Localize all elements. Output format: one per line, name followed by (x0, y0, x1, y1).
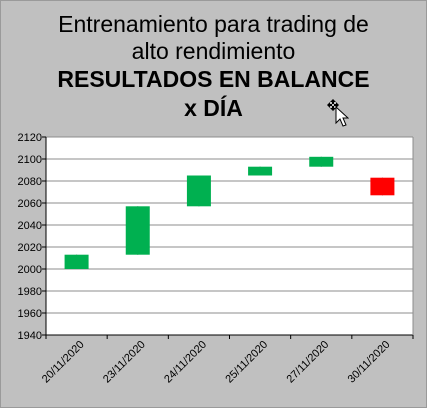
candle-body (186, 175, 211, 207)
x-tick-label: 20/11/2020 (40, 339, 87, 386)
candle-body (125, 206, 150, 255)
chart-title-line-4: x DÍA (184, 95, 243, 121)
move-cursor-icon (327, 99, 349, 127)
y-tick-label: 2000 (18, 264, 42, 276)
y-tick-label: 2080 (18, 176, 42, 188)
candle-body (64, 254, 89, 269)
plot-background (46, 137, 413, 335)
x-tick-label: 27/11/2020 (285, 339, 332, 386)
y-tick-label: 2040 (18, 220, 42, 232)
y-tick-label: 2100 (18, 154, 42, 166)
chart-title-line-1: Entrenamiento para trading de (58, 11, 369, 37)
x-tick-label: 24/11/2020 (162, 339, 209, 386)
x-tick-label: 23/11/2020 (101, 339, 148, 386)
y-tick-label: 2060 (18, 198, 42, 210)
candle-body (370, 177, 395, 196)
y-tick-label: 1940 (18, 330, 42, 342)
chart-title-line-3: RESULTADOS EN BALANCE (57, 66, 370, 92)
y-tick-label: 2120 (18, 132, 42, 144)
x-tick-label: 30/11/2020 (346, 339, 393, 386)
candle-body (309, 156, 334, 167)
candle-body (248, 166, 273, 176)
x-tick-label: 25/11/2020 (223, 339, 270, 386)
chart-title-line-2: alto rendimiento (131, 38, 296, 64)
y-tick-label: 1980 (18, 286, 42, 298)
y-tick-label: 1960 (18, 308, 42, 320)
y-tick-label: 2020 (18, 242, 42, 254)
